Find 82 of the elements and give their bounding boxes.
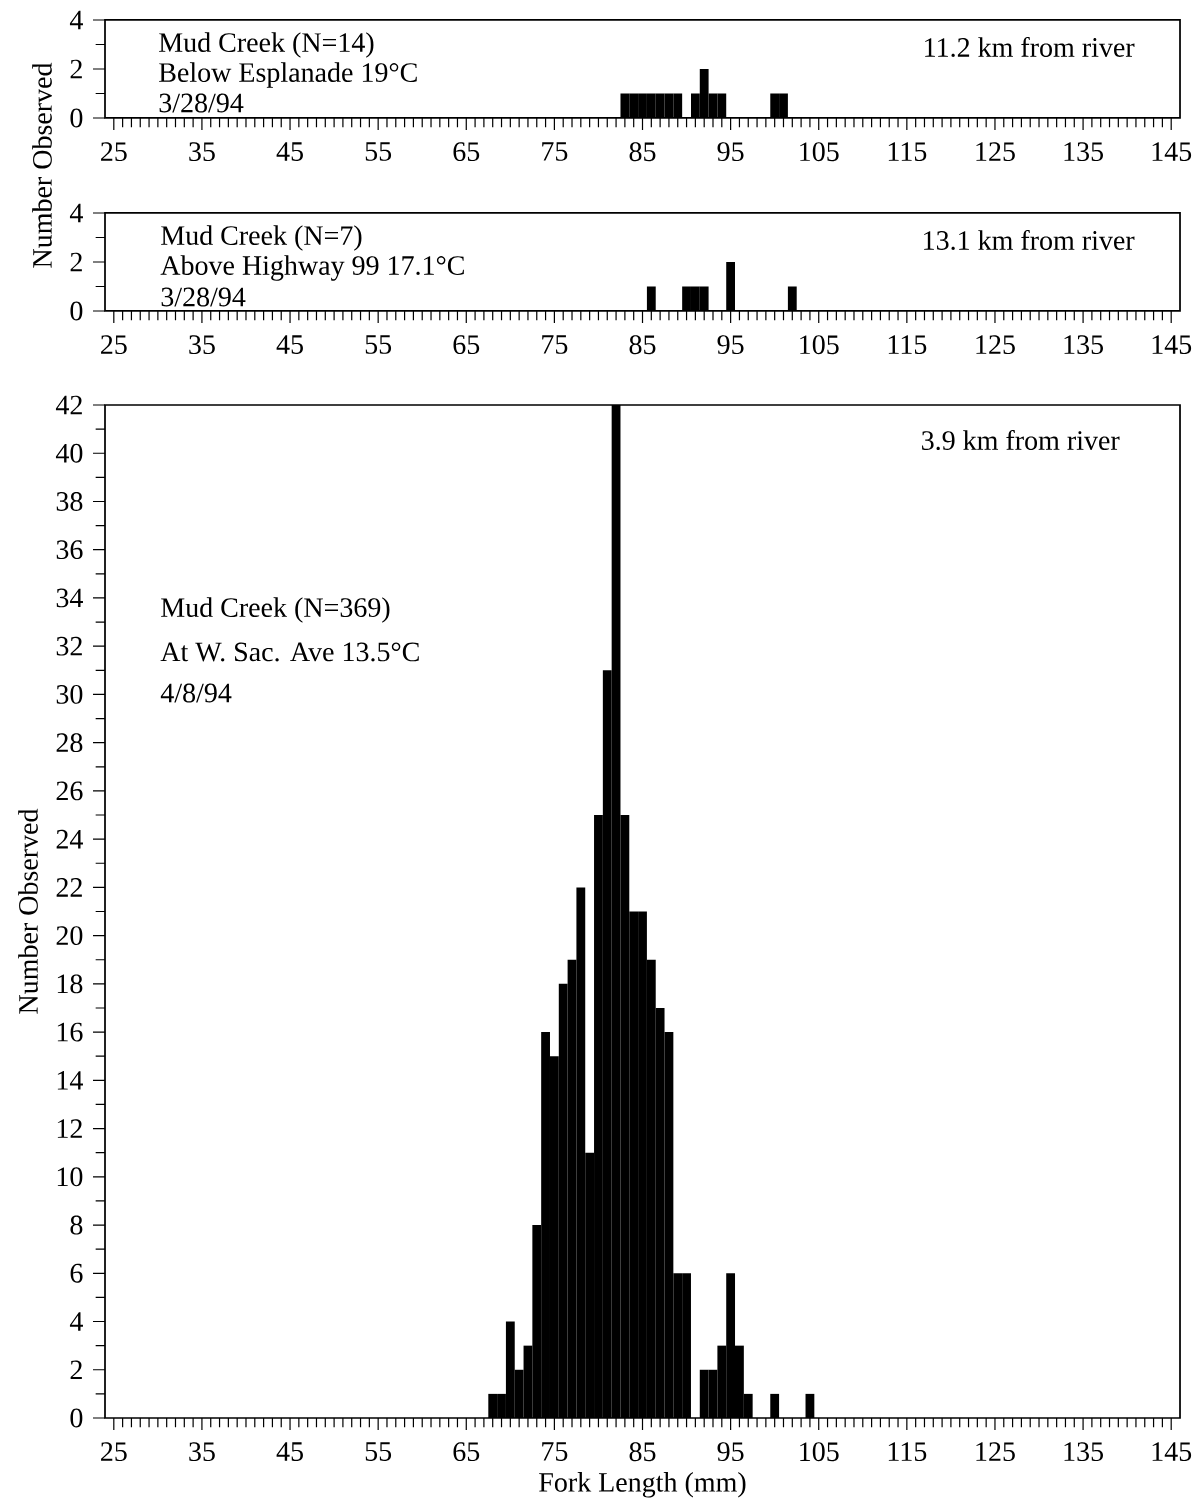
- x-tick-label: 55: [365, 335, 392, 354]
- annotation: Mud Creek (N=7): [161, 225, 362, 251]
- annotation: 3/28/94: [161, 287, 246, 307]
- x-tick-label: 25: [101, 335, 127, 355]
- annotation: 11.2 km from river: [925, 36, 1135, 58]
- x-tick-label: 125: [976, 1442, 1015, 1462]
- annotation: Mud Creek (N=369): [161, 597, 390, 623]
- x-tick-label: 65: [453, 142, 480, 162]
- annotation: 4/8/94: [160, 683, 232, 703]
- y-tick-label: 10: [57, 1167, 83, 1187]
- annotation: At W. Sac. Ave 13.5°C: [160, 642, 419, 662]
- x-tick-label: 55: [365, 1442, 392, 1461]
- y-axis-title: Number Observed: [32, 62, 52, 268]
- y-tick-label: 2: [70, 252, 82, 272]
- y-tick-label: 40: [55, 443, 83, 463]
- x-tick-label: 105: [800, 142, 839, 162]
- y-tick-label: 22: [56, 878, 82, 897]
- y-tick-label: 2: [70, 1360, 82, 1380]
- y-tick-label: 30: [56, 684, 83, 704]
- x-tick-label: 145: [1152, 142, 1192, 162]
- y-tick-label: 26: [56, 781, 83, 801]
- x-tick-label: 25: [101, 1442, 127, 1462]
- x-tick-label: 115: [888, 142, 927, 162]
- x-tick-label: 145: [1152, 1442, 1192, 1462]
- x-tick-label: 135: [1064, 1442, 1103, 1462]
- y-tick-label: 24: [56, 829, 83, 849]
- x-tick-label: 45: [276, 1442, 303, 1461]
- y-tick-label: 4: [69, 203, 83, 223]
- x-tick-label: 85: [629, 335, 656, 355]
- y-tick-label: 12: [57, 1119, 82, 1138]
- y-tick-label: 4: [69, 10, 83, 30]
- y-tick-label: 14: [57, 1071, 83, 1090]
- y-tick-label: 0: [70, 1408, 83, 1428]
- y-tick-label: 18: [57, 974, 83, 994]
- annotation: Below Esplanade 19°C: [159, 62, 417, 88]
- x-axis-title: Fork Length (mm): [539, 1472, 746, 1498]
- y-tick-label: 0: [70, 301, 83, 321]
- y-tick-label: 4: [69, 1312, 83, 1331]
- x-tick-label: 145: [1152, 335, 1192, 355]
- x-tick-label: 35: [189, 1442, 215, 1462]
- x-tick-label: 55: [365, 142, 392, 161]
- x-tick-label: 115: [888, 335, 927, 355]
- x-tick-label: 25: [101, 142, 127, 162]
- x-tick-label: 105: [800, 1442, 839, 1462]
- x-tick-label: 115: [888, 1442, 927, 1462]
- x-tick-label: 65: [453, 335, 480, 355]
- y-tick-label: 8: [70, 1215, 83, 1235]
- x-tick-label: 45: [276, 335, 303, 354]
- y-tick-label: 20: [56, 926, 83, 946]
- x-tick-label: 75: [542, 1442, 568, 1461]
- y-tick-label: 6: [70, 1263, 83, 1283]
- y-tick-label: 0: [70, 108, 83, 128]
- x-tick-label: 95: [717, 1442, 744, 1462]
- x-tick-label: 125: [976, 142, 1015, 162]
- x-tick-label: 85: [629, 1442, 656, 1462]
- y-tick-label: 2: [70, 59, 82, 79]
- x-tick-label: 125: [976, 335, 1015, 355]
- x-tick-label: 85: [629, 142, 656, 162]
- annotation: 3/28/94: [159, 93, 244, 113]
- y-tick-label: 16: [57, 1022, 83, 1042]
- y-axis-title: Number Observed: [18, 808, 38, 1014]
- annotation: Mud Creek (N=14): [159, 32, 374, 58]
- x-tick-label: 35: [189, 142, 215, 162]
- x-tick-label: 95: [717, 142, 744, 162]
- y-tick-label: 34: [56, 588, 83, 608]
- x-tick-label: 95: [717, 335, 744, 355]
- x-tick-label: 135: [1064, 142, 1103, 162]
- annotation: 3.9 km from river: [922, 430, 1120, 451]
- x-tick-label: 35: [189, 335, 215, 355]
- y-tick-label: 36: [56, 540, 83, 560]
- y-tick-label: 42: [55, 395, 82, 415]
- x-tick-label: 45: [276, 142, 303, 161]
- x-tick-label: 65: [453, 1442, 480, 1462]
- annotation: Above Highway 99 17.1°C: [160, 255, 464, 281]
- x-tick-label: 75: [542, 335, 568, 354]
- x-tick-label: 75: [542, 142, 568, 161]
- x-tick-label: 135: [1064, 335, 1103, 355]
- y-tick-label: 38: [56, 492, 83, 511]
- annotation: 13.1 km from river: [924, 229, 1135, 251]
- x-tick-label: 105: [800, 335, 839, 355]
- y-tick-label: 28: [56, 733, 83, 753]
- y-tick-label: 32: [56, 636, 82, 656]
